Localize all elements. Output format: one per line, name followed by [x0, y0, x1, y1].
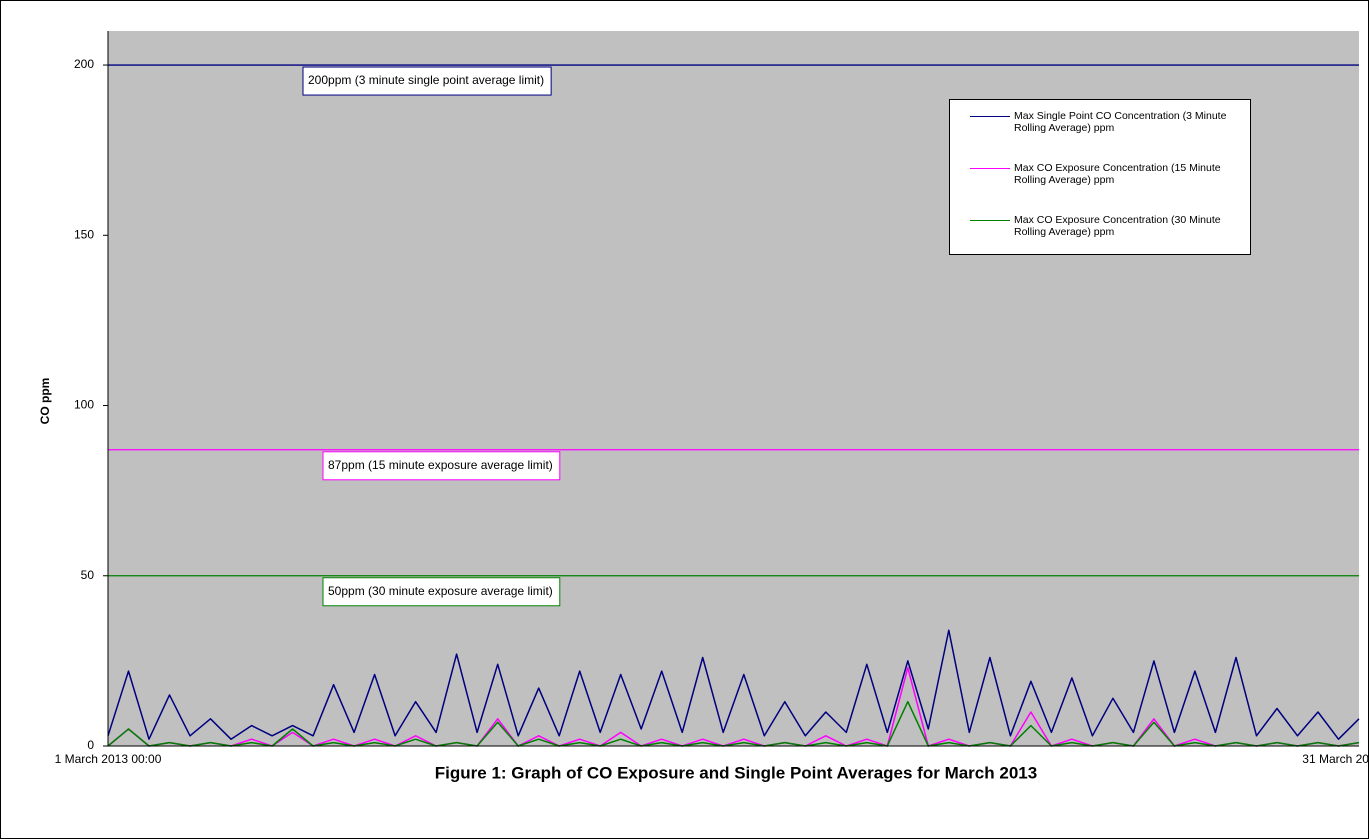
annotation-box: [302, 66, 552, 96]
legend-label: Max CO Exposure Concentration (15 Minute…: [1014, 162, 1221, 186]
y-axis-label: CO ppm: [38, 378, 52, 425]
legend-label: Max CO Exposure Concentration (30 Minute…: [1014, 214, 1221, 238]
legend-entry: Max CO Exposure Concentration (15 Minute…: [970, 162, 1239, 186]
legend-swatch: [970, 116, 1010, 117]
x-tick-label: 1 March 2013 00:00: [55, 752, 162, 766]
series-line: [107, 700, 1360, 747]
y-tick-label: 150: [74, 227, 94, 241]
series-line: [107, 629, 1360, 740]
y-tick-label: 200: [74, 57, 94, 71]
legend-entry: Max CO Exposure Concentration (30 Minute…: [970, 214, 1239, 238]
y-tick-label: 100: [74, 398, 94, 412]
annotation: 200ppm (3 minute single point average li…: [308, 73, 544, 87]
chart-title: Figure 1: Graph of CO Exposure and Singl…: [435, 763, 1037, 782]
annotation: 87ppm (15 minute exposure average limit): [328, 458, 553, 472]
legend: Max Single Point CO Concentration (3 Min…: [949, 99, 1251, 255]
legend-label: Max Single Point CO Concentration (3 Min…: [1014, 110, 1227, 134]
y-tick-label: 50: [81, 568, 95, 582]
x-tick-label: 31 March 2013 23:59: [1302, 752, 1368, 766]
legend-entry: Max Single Point CO Concentration (3 Min…: [970, 110, 1239, 134]
annotation: 50ppm (30 minute exposure average limit): [328, 584, 553, 598]
annotation-box: [322, 451, 561, 481]
legend-swatch: [970, 168, 1010, 169]
y-tick-label: 0: [87, 738, 94, 752]
annotation-box: [322, 577, 561, 607]
legend-swatch: [970, 220, 1010, 221]
